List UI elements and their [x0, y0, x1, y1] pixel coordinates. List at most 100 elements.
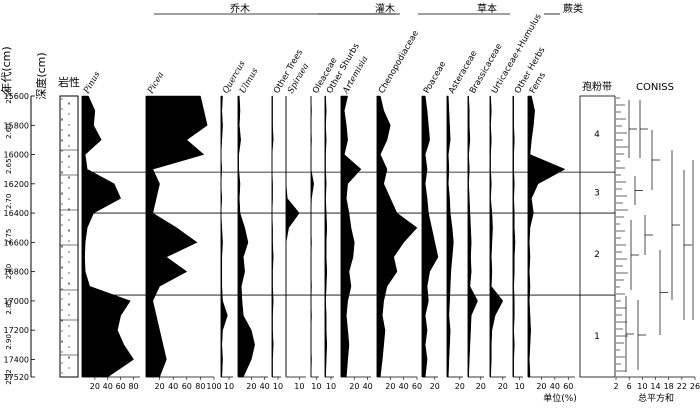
depth-tick-label-4: 16400 [4, 209, 29, 218]
lithology-dot-40 [61, 203, 63, 205]
taxon-curve-13 [489, 95, 504, 378]
lithology-dot-6 [61, 320, 63, 322]
age-tick-label-3: 2.70 [5, 194, 13, 210]
lithology-dot-55 [68, 208, 70, 210]
lithology-dot-28 [61, 309, 63, 311]
lithology-dot-9 [68, 156, 70, 158]
lithology-dot-23 [68, 124, 70, 126]
taxon-name-1: Picea [145, 70, 166, 96]
lithology-dot-62 [61, 192, 63, 194]
lithology-dot-56 [61, 245, 63, 247]
depth-tick-label-6: 16800 [4, 268, 29, 277]
taxon-tick-label-1-1: 40 [168, 382, 178, 391]
age-tick-label-4: 2.75 [5, 229, 13, 245]
depth-tick-label-9: 17400 [4, 355, 29, 364]
taxon-panel-9: 20 40 60 Chenopodiaceae [376, 29, 422, 391]
lithology-dot-32 [61, 182, 63, 184]
depth-tick-label-7: 17000 [4, 297, 29, 306]
taxon-tick-label-12-0: 20 [476, 382, 486, 391]
taxon-curve-11 [446, 95, 454, 378]
lithology-dot-22 [61, 362, 63, 364]
taxon-panel-10: 20 Poaceae [421, 60, 448, 391]
depth-tick-label-10: 17520 [4, 373, 29, 382]
lithology-dot-15 [68, 103, 70, 105]
lithology-dot-31 [68, 145, 70, 147]
lithology-dot-52 [61, 372, 63, 374]
lithology-dot-10 [61, 193, 63, 195]
lithology-dot-36 [61, 330, 63, 332]
taxon-tick-label-14-0: 10 [515, 382, 525, 391]
taxon-curve-1 [145, 95, 208, 378]
lithology-dot-42 [61, 277, 63, 279]
depth-tick-label-8: 17200 [4, 326, 29, 335]
taxon-tick-label-2-0: 10 [224, 382, 234, 391]
lithology-dot-38 [61, 129, 63, 131]
lithology-dot-63 [68, 229, 70, 231]
coniss-xlabel: 总平方和 [638, 392, 674, 404]
group-label-2: 草本 [477, 2, 497, 15]
depth-tick-label-2: 16000 [4, 151, 29, 160]
lithology-dot-37 [68, 367, 70, 369]
taxon-tick-label-1-3: 80 [195, 382, 205, 391]
group-label-3: 蕨类 [563, 2, 583, 15]
age-tick-label-7: 2.90 [5, 334, 13, 350]
lithology-dot-11 [68, 230, 70, 232]
depth-axis-label: 深度(cm) [34, 52, 48, 99]
lithology-dot-69 [68, 176, 70, 178]
taxon-tick-label-15-0: 20 [536, 382, 546, 391]
lithology-dot-16 [61, 140, 63, 142]
taxon-curve-0 [81, 95, 134, 378]
taxon-tick-label-0-3: 80 [128, 382, 138, 391]
taxon-curve-8 [340, 95, 362, 378]
taxon-tick-label-7-0: 10 [326, 382, 336, 391]
coniss-tick-label-4: 18 [664, 382, 674, 391]
lithology-dot-0 [61, 98, 63, 100]
lithology-dot-25 [68, 198, 70, 200]
lithology-dot-65 [68, 303, 70, 305]
lithology-dot-46 [61, 150, 63, 152]
lithology-dot-66 [61, 340, 63, 342]
taxon-tick-label-3-0: 20 [246, 382, 256, 391]
taxon-panel-0: 20 40 60 80 Pinus [81, 69, 140, 391]
lithology-dot-48 [61, 224, 63, 226]
taxon-tick-label-15-1: 40 [550, 382, 560, 391]
lithology-dot-29 [68, 346, 70, 348]
lithology-dot-1 [68, 135, 70, 137]
lithology-dot-53 [68, 134, 70, 136]
group-label-1: 灌木 [375, 3, 395, 15]
zone-name-2: 2 [594, 250, 600, 260]
lithology-dot-47 [68, 187, 70, 189]
lithology-dot-13 [68, 304, 70, 306]
lithology-dot-43 [68, 314, 70, 316]
zone-column [579, 95, 616, 378]
taxon-tick-label-1-0: 20 [155, 382, 165, 391]
taxon-tick-label-6-0: 10 [311, 382, 321, 391]
taxon-tick-label-15-2: 60 [563, 382, 573, 391]
taxon-tick-label-4-0: 10 [273, 382, 283, 391]
lithology-dot-26 [61, 235, 63, 237]
lithology-dot-33 [68, 219, 70, 221]
taxon-curve-9 [376, 95, 418, 378]
lithology-dot-21 [68, 325, 70, 327]
lithology-dot-59 [68, 356, 70, 358]
coniss-tick-label-0: 2 [613, 382, 618, 391]
taxon-curve-6 [310, 95, 314, 378]
taxon-name-9: Chenopodiaceae [377, 29, 421, 96]
lithology-dot-49 [68, 261, 70, 263]
coniss-tick-label-3: 14 [650, 382, 660, 391]
taxon-curve-5 [285, 96, 300, 377]
lithology-dot-2 [61, 172, 63, 174]
lithology-dot-5 [68, 283, 70, 285]
lithology-dot-27 [68, 272, 70, 274]
taxon-curve-2 [220, 95, 228, 378]
coniss-tick-label-2: 10 [637, 382, 647, 391]
taxon-tick-label-9-2: 60 [412, 382, 422, 391]
age-tick-label-6: 2.85 [5, 299, 13, 315]
taxon-curve-7 [324, 95, 328, 378]
group-label-0: 乔木 [230, 3, 250, 15]
taxon-curve-14 [512, 95, 516, 378]
lithology-dot-51 [68, 335, 70, 337]
depth-tick-label-3: 16200 [4, 180, 29, 189]
